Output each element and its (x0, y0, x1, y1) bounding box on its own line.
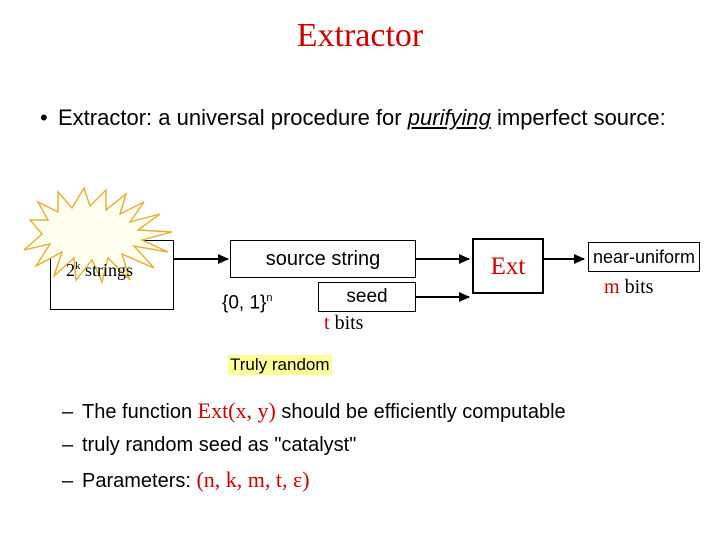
slide-title: Extractor (0, 16, 720, 55)
main-bullet: •Extractor: a universal procedure for pu… (40, 104, 680, 132)
truly-random-label: Truly random (228, 355, 332, 375)
sub-bullet-2: –truly random seed as "catalyst" (62, 430, 682, 461)
seed-bits: t bits (324, 312, 363, 335)
arrow-3 (416, 296, 469, 298)
ext-box: Ext (472, 238, 544, 294)
arrow-4 (544, 258, 584, 260)
arrow-2 (416, 258, 469, 260)
arrow-1 (173, 258, 228, 260)
strings-label: 2k strings (66, 260, 133, 281)
diagram: 2k strings source string {0, 1}n seed t … (40, 200, 680, 390)
sub-bullet-3: –Parameters: (n, k, m, t, ε) (62, 463, 682, 497)
sub-bullets: –The function Ext(x, y) should be effici… (62, 394, 682, 499)
seed-box: seed (318, 282, 416, 312)
out-bits: m bits (604, 276, 653, 299)
domain-label: {0, 1}n (222, 292, 273, 314)
sub-bullet-1: –The function Ext(x, y) should be effici… (62, 394, 682, 428)
out-box: near-uniform (588, 242, 700, 272)
source-box: source string (230, 240, 416, 278)
